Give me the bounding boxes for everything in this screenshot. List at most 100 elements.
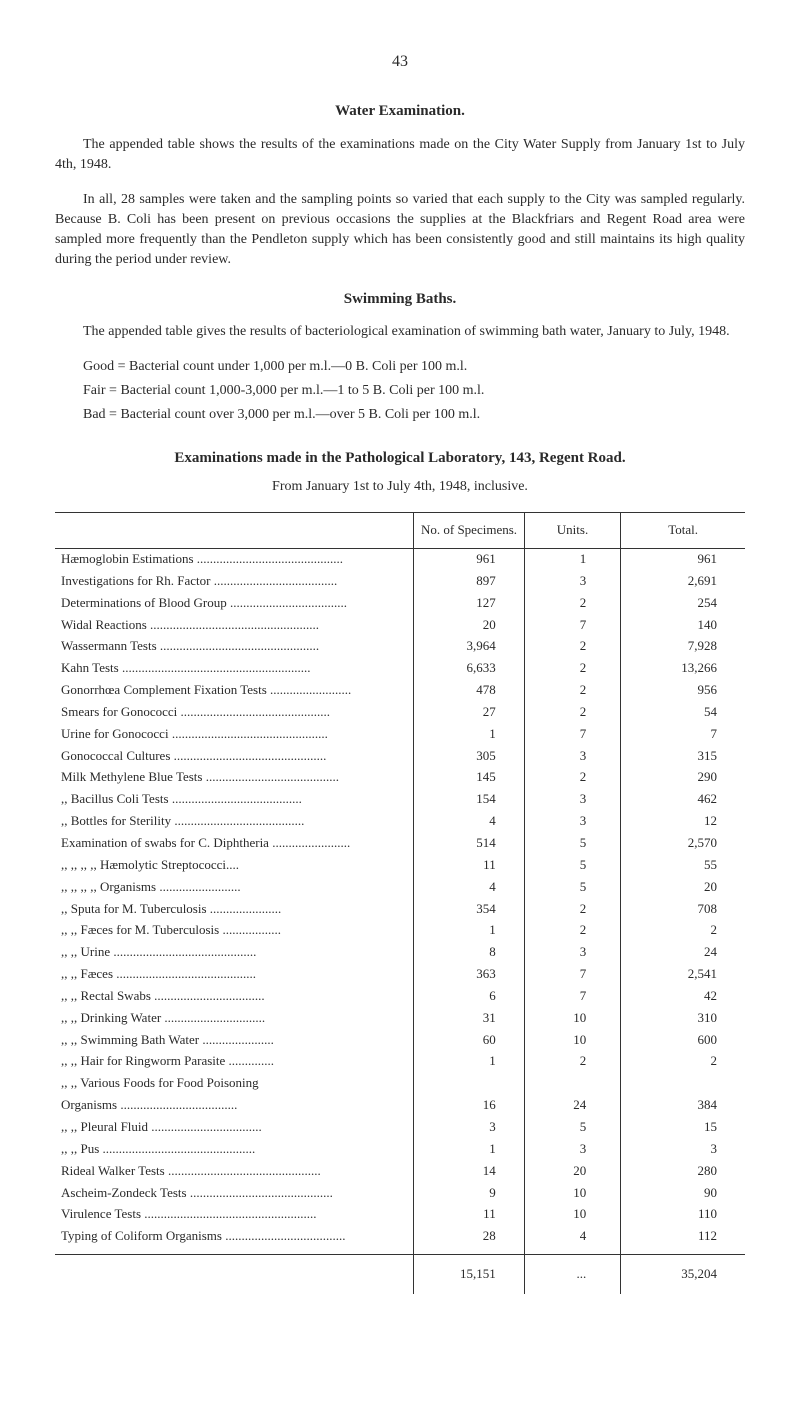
cell-units: 7: [524, 985, 621, 1007]
page-number: 43: [55, 50, 745, 73]
table-row: ,, ,, Pus ..............................…: [55, 1138, 745, 1160]
leader-dots: ....................................: [230, 594, 347, 613]
leader-dots: .........................: [270, 681, 351, 700]
table-row: ,, ,, Various Foods for Food Poisoning: [55, 1073, 745, 1095]
table-row: Gonorrhœa Complement Fixation Tests ....…: [55, 680, 745, 702]
cell-specimens: 3,964: [414, 636, 524, 658]
cell-units: 3: [524, 1138, 621, 1160]
table-row: ,, ,, Fæces for M. Tuberculosis ........…: [55, 920, 745, 942]
count-good: Good = Bacterial count under 1,000 per m…: [55, 357, 745, 377]
row-label: Virulence Tests: [61, 1206, 144, 1221]
leader-dots: ........................................…: [122, 659, 311, 678]
table-row: Kahn Tests .............................…: [55, 658, 745, 680]
cell-desc: ,, ,, ,, ,, Hæmolytic Streptococci....: [55, 854, 414, 876]
leader-dots: ........................................…: [113, 943, 256, 962]
water-exam-heading: Water Examination.: [55, 101, 745, 123]
row-label: Gonorrhœa Complement Fixation Tests: [61, 682, 270, 697]
cell-specimens: 27: [414, 701, 524, 723]
cell-total: 42: [621, 985, 745, 1007]
cell-total: 140: [621, 614, 745, 636]
table-row: Hæmoglobin Estimations .................…: [55, 548, 745, 570]
cell-specimens: 6,633: [414, 658, 524, 680]
row-label: ,, ,, Urine: [61, 944, 113, 959]
cell-desc: Smears for Gonococci ...................…: [55, 701, 414, 723]
row-label: Smears for Gonococci: [61, 704, 181, 719]
cell-desc: ,, ,, Fæces for M. Tuberculosis ........…: [55, 920, 414, 942]
cell-specimens: 127: [414, 592, 524, 614]
row-label: ,, Bacillus Coli Tests: [61, 791, 172, 806]
cell-units-total: ...: [524, 1255, 621, 1294]
leader-dots: ........................................…: [174, 747, 327, 766]
cell-desc: Gonococcal Cultures ....................…: [55, 745, 414, 767]
leader-dots: ...............................: [164, 1009, 265, 1028]
cell-units: 2: [524, 701, 621, 723]
leader-dots: ......................................: [214, 572, 338, 591]
cell-units: 10: [524, 1007, 621, 1029]
table-row: Typing of Coliform Organisms ...........…: [55, 1226, 745, 1255]
cell-specimens: 8: [414, 942, 524, 964]
cell-units: 2: [524, 920, 621, 942]
leader-dots: ........................................…: [197, 550, 343, 569]
leader-dots: .........................: [159, 878, 240, 897]
cell-total: 280: [621, 1160, 745, 1182]
cell-desc: ,, ,, Rectal Swabs .....................…: [55, 985, 414, 1007]
cell-specimens-total: 15,151: [414, 1255, 524, 1294]
cell-specimens: 897: [414, 570, 524, 592]
cell-total: 110: [621, 1204, 745, 1226]
table-row: ,, ,, Drinking Water ...................…: [55, 1007, 745, 1029]
cell-specimens: 31: [414, 1007, 524, 1029]
cell-desc: ,, Bottles for Sterility ...............…: [55, 811, 414, 833]
cell-units: 2: [524, 767, 621, 789]
cell-desc: Examination of swabs for C. Diphtheria .…: [55, 833, 414, 855]
row-label: Widal Reactions: [61, 617, 150, 632]
table-row: ,, ,, Pleural Fluid ....................…: [55, 1116, 745, 1138]
cell-units: 2: [524, 1051, 621, 1073]
cell-desc: ,, ,, Pleural Fluid ....................…: [55, 1116, 414, 1138]
cell-units: 3: [524, 789, 621, 811]
row-label: Typing of Coliform Organisms: [61, 1228, 225, 1243]
cell-total: 315: [621, 745, 745, 767]
row-label: Examination of swabs for C. Diphtheria: [61, 835, 272, 850]
table-row: ,, ,, Hair for Ringworm Parasite .......…: [55, 1051, 745, 1073]
cell-desc: Kahn Tests .............................…: [55, 658, 414, 680]
water-exam-para-2: In all, 28 samples were taken and the sa…: [55, 190, 745, 271]
col-header-specimens: No. of Specimens.: [414, 512, 524, 548]
col-header-desc: [55, 512, 414, 548]
cell-units: 5: [524, 833, 621, 855]
cell-desc: ,, ,, Various Foods for Food Poisoning: [55, 1073, 414, 1095]
cell-units: 3: [524, 570, 621, 592]
leader-dots: ....................................: [120, 1096, 237, 1115]
cell-total: 54: [621, 701, 745, 723]
cell-specimens: 28: [414, 1226, 524, 1255]
cell-units: 3: [524, 942, 621, 964]
cell-total: 7: [621, 723, 745, 745]
leader-dots: ........................................…: [168, 1162, 321, 1181]
cell-desc: Determinations of Blood Group ..........…: [55, 592, 414, 614]
row-label: ,, ,, Swimming Bath Water: [61, 1032, 202, 1047]
cell-desc: Gonorrhœa Complement Fixation Tests ....…: [55, 680, 414, 702]
cell-desc: ,, ,, Drinking Water ...................…: [55, 1007, 414, 1029]
table-row: Gonococcal Cultures ....................…: [55, 745, 745, 767]
cell-desc: ,, ,, Pus ..............................…: [55, 1138, 414, 1160]
row-label: Gonococcal Cultures: [61, 748, 174, 763]
row-label: Investigations for Rh. Factor: [61, 573, 214, 588]
cell-desc: Investigations for Rh. Factor ..........…: [55, 570, 414, 592]
leader-dots: ........................................…: [190, 1184, 333, 1203]
table-row: ,, ,, Rectal Swabs .....................…: [55, 985, 745, 1007]
cell-total: 3: [621, 1138, 745, 1160]
cell-specimens: 16: [414, 1095, 524, 1117]
cell-desc: Rideal Walker Tests ....................…: [55, 1160, 414, 1182]
table-row: ,, ,, ,, ,, Hæmolytic Streptococci.... 1…: [55, 854, 745, 876]
cell-total: 961: [621, 548, 745, 570]
leader-dots: ........................................…: [181, 703, 331, 722]
cell-total: 24: [621, 942, 745, 964]
table-row: Milk Methylene Blue Tests ..............…: [55, 767, 745, 789]
leader-dots: ..................................: [151, 1118, 262, 1137]
path-lab-table: No. of Specimens. Units. Total. Hæmoglob…: [55, 512, 745, 1294]
leader-dots: ........................................…: [206, 768, 339, 787]
cell-units: 5: [524, 854, 621, 876]
table-row: Widal Reactions ........................…: [55, 614, 745, 636]
cell-units: 5: [524, 1116, 621, 1138]
cell-desc: ,, ,, Fæces ............................…: [55, 964, 414, 986]
cell-total: 90: [621, 1182, 745, 1204]
